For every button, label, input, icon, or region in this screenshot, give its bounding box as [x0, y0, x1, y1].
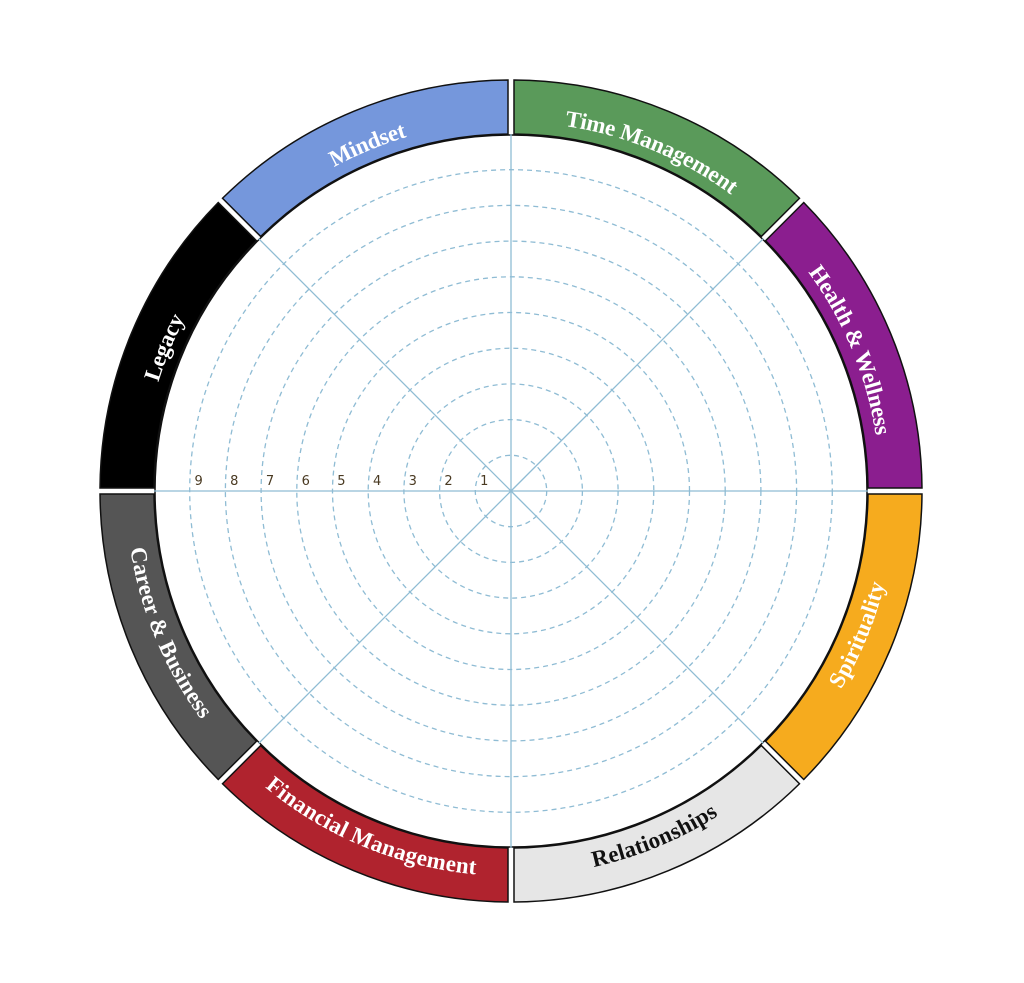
segment-spirituality: [764, 493, 923, 781]
segment-relationships: [513, 744, 801, 903]
scale-number: 6: [302, 474, 310, 489]
radial-divider: [510, 238, 764, 492]
scale-number: 7: [266, 474, 274, 489]
segment-financial-management: [221, 744, 509, 903]
radial-divider: [258, 490, 512, 744]
radial-divider: [258, 238, 512, 492]
scale-number: 9: [194, 474, 202, 489]
grid-layer: [154, 134, 868, 848]
scale-number: 4: [373, 474, 381, 489]
scale-number: 2: [444, 474, 452, 489]
scale-number: 3: [409, 474, 417, 489]
segment-mindset: [221, 79, 509, 238]
segment-time-management: [513, 79, 801, 238]
segment-legacy: [99, 201, 258, 489]
segments-layer: [99, 79, 923, 903]
scale-number: 5: [337, 474, 345, 489]
segment-career-and-business: [99, 493, 258, 781]
scale-number: 8: [230, 474, 238, 489]
scale-number: 1: [480, 474, 488, 489]
radial-divider: [510, 490, 764, 744]
scale-layer: 1 2 3 4 5 6 7 8 9: [194, 474, 488, 489]
segment-health-and-wellness: [764, 201, 923, 489]
